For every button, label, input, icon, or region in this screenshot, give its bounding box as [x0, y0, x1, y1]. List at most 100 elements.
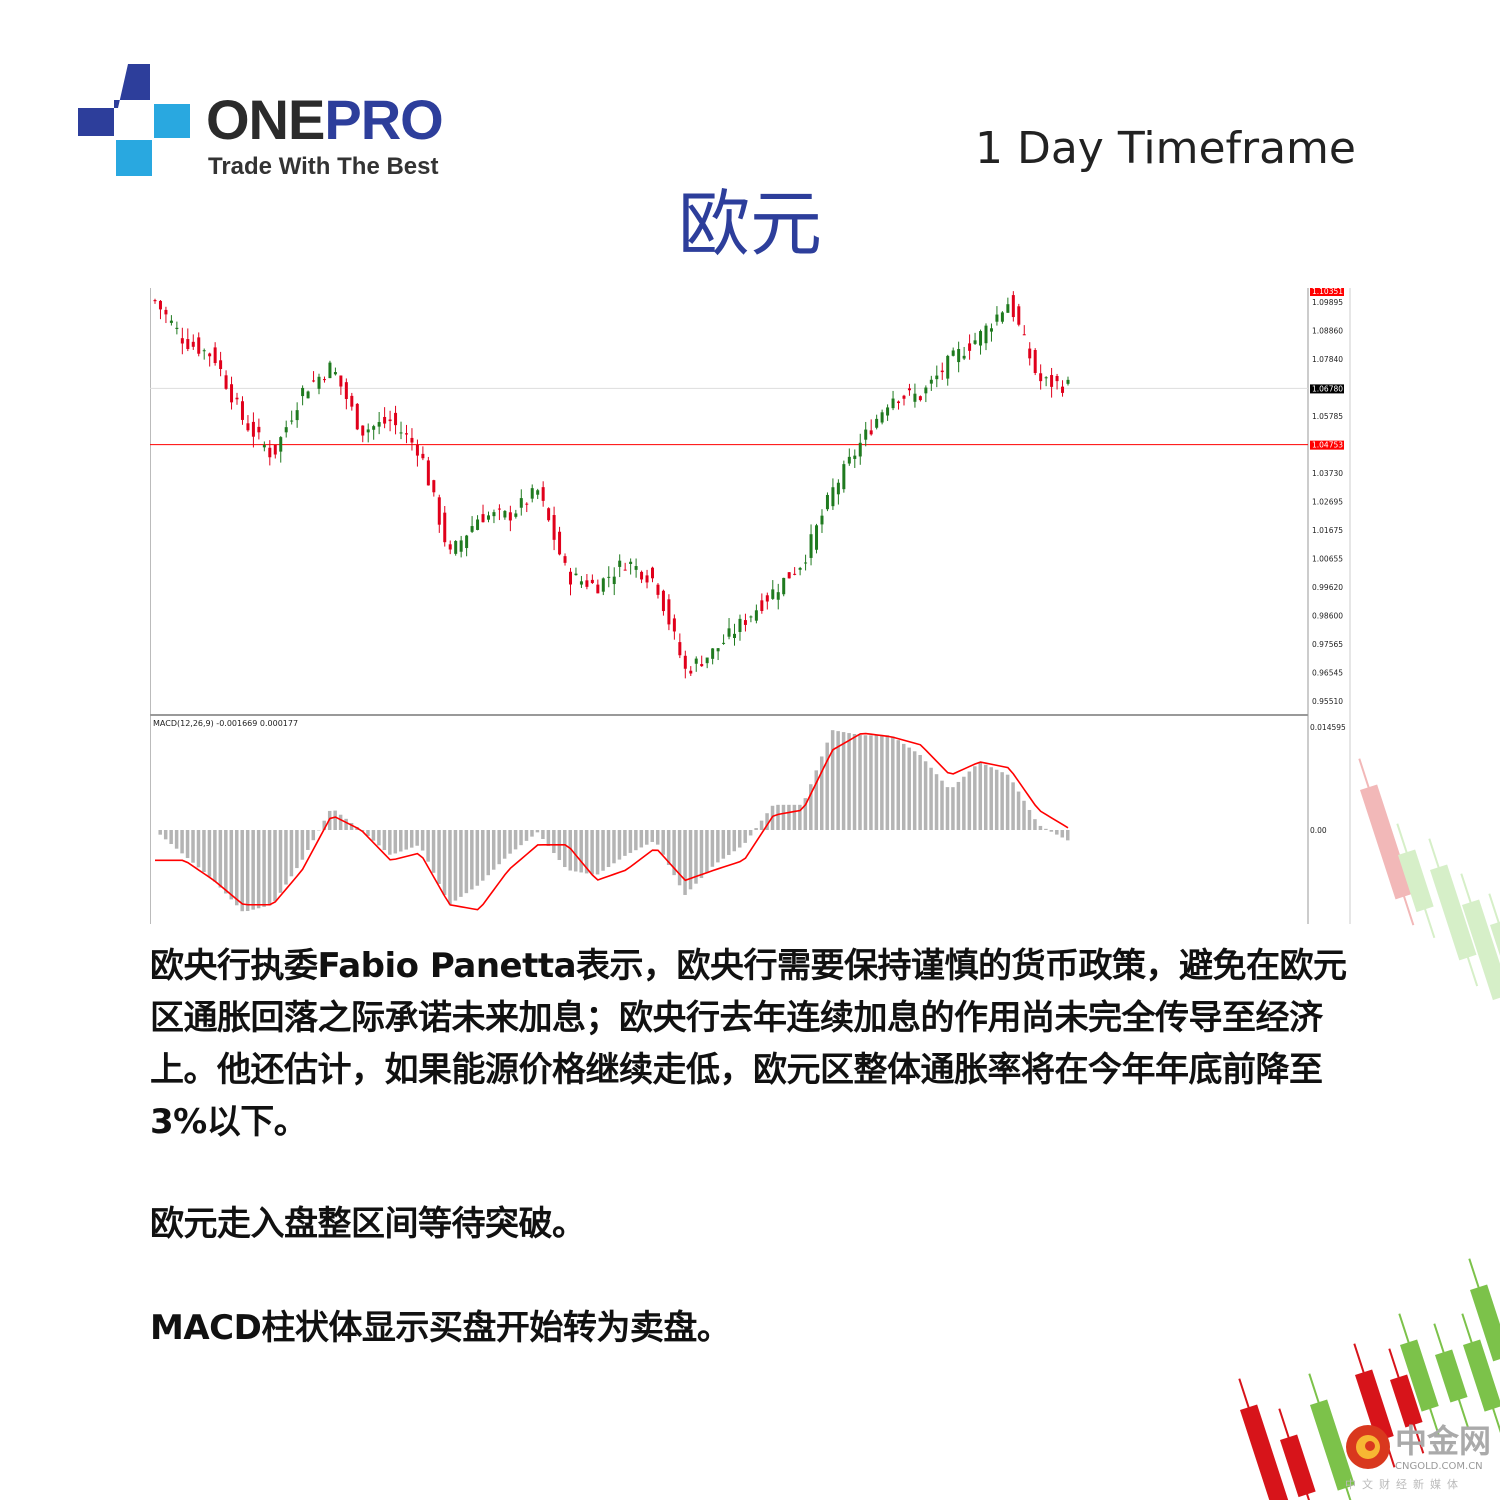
candle-body: [219, 360, 223, 370]
macd-histogram-bar: [371, 830, 376, 841]
macd-histogram-bar: [677, 830, 682, 886]
price-tick-label: 0.96545: [1312, 668, 1343, 677]
macd-histogram-bar: [519, 830, 523, 846]
candle-body: [765, 595, 769, 602]
candle-body: [574, 573, 578, 576]
macd-histogram-bar: [475, 830, 480, 886]
candle-body: [333, 372, 337, 375]
macd-histogram-bar: [874, 735, 879, 830]
macd-histogram-bar: [322, 820, 326, 830]
candle-body: [590, 579, 594, 583]
macd-histogram-bar: [377, 830, 381, 846]
price-tick-label: 0.99620: [1312, 583, 1343, 592]
macd-histogram-bar: [426, 830, 430, 862]
macd-histogram-bar: [983, 764, 988, 830]
decorative-candle-body: [1355, 1369, 1394, 1442]
price-tick-label: 0.98600: [1312, 611, 1343, 620]
macd-histogram-bar: [295, 830, 299, 869]
macd-histogram-bar: [349, 822, 354, 830]
decorative-candle: [1461, 1313, 1500, 1438]
decorative-candle-body: [1470, 1284, 1500, 1362]
candle-body: [1033, 349, 1037, 374]
price-tick-label: 0.95510: [1312, 697, 1343, 706]
candle-body: [946, 355, 950, 379]
candle-body: [372, 426, 376, 430]
macd-histogram-bar: [994, 769, 999, 830]
macd-histogram-bar: [694, 830, 698, 884]
candle-body: [853, 455, 857, 459]
macd-histogram-bar: [224, 830, 228, 894]
macd-histogram-bar: [399, 830, 403, 852]
decorative-candle-body: [1280, 1434, 1316, 1498]
candle-body: [918, 396, 922, 401]
macd-histogram-bar: [579, 830, 583, 873]
macd-histogram-bar: [989, 767, 993, 830]
macd-histogram-bar: [382, 830, 387, 851]
macd-histogram-bar: [486, 830, 490, 876]
candle-body: [186, 339, 190, 349]
macd-histogram-bar: [311, 830, 316, 841]
candle-body: [640, 571, 644, 580]
macd-histogram-bar: [748, 830, 753, 836]
onepro-logo-icon: [78, 64, 190, 176]
candle-body: [842, 464, 846, 490]
macd-histogram-bar: [284, 830, 288, 885]
macd-histogram-bar: [962, 776, 966, 830]
candle-body: [831, 487, 835, 507]
candle-body: [787, 572, 791, 579]
candle-body: [661, 590, 665, 612]
candle-body: [197, 337, 201, 354]
candle-body: [486, 515, 490, 520]
candle-body: [448, 544, 452, 550]
timeframe-label: 1 Day Timeframe: [974, 123, 1356, 174]
candle-body: [623, 569, 627, 571]
candle-body: [328, 362, 332, 379]
macd-histogram-bar: [207, 830, 212, 877]
macd-histogram-bar: [513, 830, 518, 850]
candle-body: [809, 534, 813, 558]
candle-body: [651, 567, 655, 579]
decorative-candle-body: [1310, 1399, 1355, 1491]
candle-body: [273, 444, 277, 455]
macd-histogram-bar: [912, 751, 917, 830]
candle-body: [514, 513, 518, 517]
candle-body: [399, 432, 403, 434]
macd-histogram-bar: [1000, 772, 1004, 830]
candle-body: [295, 410, 299, 421]
candle-body: [415, 444, 419, 456]
macd-histogram-bar: [388, 830, 392, 855]
candle-body: [1050, 375, 1054, 387]
candle-body: [476, 519, 480, 530]
macd-histogram-bar: [366, 830, 370, 837]
macd-histogram-bar: [420, 830, 425, 851]
candle-body: [1022, 334, 1026, 336]
macd-histogram-bar: [672, 830, 676, 876]
candle-body: [979, 331, 983, 346]
macd-histogram-bar: [1033, 819, 1037, 830]
decorative-candle: [1278, 1408, 1318, 1500]
candle-body: [886, 407, 890, 416]
macd-histogram-bar: [885, 735, 890, 830]
candle-body: [618, 560, 622, 567]
macd-histogram-bar: [639, 830, 644, 848]
macd-histogram-bar: [338, 814, 343, 830]
macd-histogram-bar: [267, 830, 272, 906]
macd-histogram-bar: [573, 830, 578, 872]
macd-histogram-bar: [710, 830, 715, 867]
decorative-candle: [1468, 1258, 1500, 1388]
macd-histogram-bar: [1066, 830, 1070, 841]
paragraph-range: 欧元走入盘整区间等待突破。: [150, 1204, 586, 1244]
price-tick-label: 1.09895: [1312, 298, 1343, 307]
candle-body: [749, 616, 753, 618]
macd-histogram-bar: [431, 830, 436, 873]
macd-histogram-bar: [803, 798, 808, 830]
macd-histogram-bar: [847, 733, 851, 830]
price-tick-label: 1.04753: [1312, 441, 1343, 450]
macd-histogram-bar: [716, 830, 720, 863]
candle-body: [361, 425, 365, 436]
macd-histogram-bar: [863, 735, 868, 830]
candle-body: [612, 576, 616, 585]
candle-body: [705, 657, 709, 664]
candle-body: [262, 445, 266, 448]
